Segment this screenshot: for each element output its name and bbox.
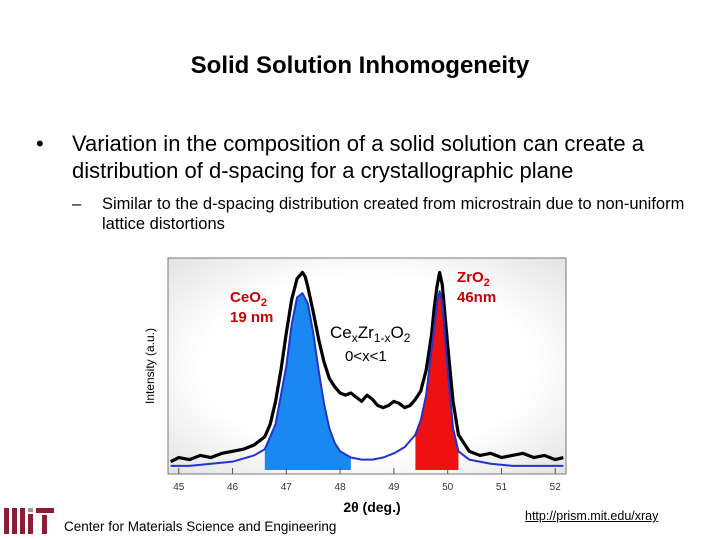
measured-data-line: [169, 270, 564, 464]
ceo2-label: CeO2: [230, 289, 267, 309]
mit-logo: [4, 508, 54, 534]
ceo2-peak-area: [264, 293, 351, 470]
zro2-label-o: O: [472, 269, 484, 286]
ceo2-label-sub: 2: [261, 297, 267, 309]
zro2-size-label: 46nm: [457, 289, 496, 306]
x-tick-label: 52: [550, 482, 562, 493]
ceo2-label-o: O: [249, 289, 261, 306]
x-tick-label: 47: [281, 482, 293, 493]
institution-name: Center for Materials Science and Enginee…: [64, 519, 337, 534]
mix-2: 2: [404, 331, 411, 345]
x-tick-label: 51: [496, 482, 508, 493]
x-tick-label: 48: [335, 482, 347, 493]
x-tick-label: 45: [173, 482, 185, 493]
ceo2-size-label: 19 nm: [230, 309, 273, 326]
plot-frame: [167, 257, 567, 475]
zro2-label-sub: 2: [484, 277, 490, 289]
ceo2-label-ce: Ce: [230, 289, 249, 306]
sub-bullet-dash: –: [72, 195, 82, 213]
sub-bullet-text: Similar to the d-spacing distribution cr…: [102, 195, 685, 233]
mix-o: O: [390, 323, 403, 342]
zro2-label: ZrO2: [457, 269, 490, 289]
ceo2-peak-fill: [264, 293, 351, 470]
course-url-link[interactable]: http://prism.mit.edu/xray: [525, 509, 659, 523]
solid-solution-range: 0<x<1: [345, 348, 387, 365]
zro2-peak-fill: [415, 291, 459, 470]
mix-x: x: [352, 331, 358, 345]
slide-title: Solid Solution Inhomogeneity: [190, 52, 530, 79]
x-tick-label: 49: [388, 482, 400, 493]
mix-zr: Zr: [358, 323, 374, 342]
bullet-text: Variation in the composition of a solid …: [72, 131, 644, 183]
plot-area: [167, 257, 567, 475]
bullet-dot: •: [36, 131, 44, 156]
solid-solution-label: CexZr1-xO2: [330, 323, 411, 345]
series-layer: [169, 270, 564, 467]
x-ticks: 45 46 47 48 49 50 51 52: [173, 468, 561, 493]
fit-line: [170, 290, 564, 467]
x-axis-label: 2θ (deg.): [343, 499, 400, 515]
x-tick-label: 46: [227, 482, 239, 493]
mix-ce: Ce: [330, 323, 352, 342]
y-axis-label: Intensity (a.u.): [143, 328, 157, 404]
x-tick-label: 50: [442, 482, 454, 493]
mix-1x: 1-x: [374, 331, 391, 345]
zro2-label-zr: Zr: [457, 269, 472, 286]
zro2-peak-area: [415, 291, 459, 470]
